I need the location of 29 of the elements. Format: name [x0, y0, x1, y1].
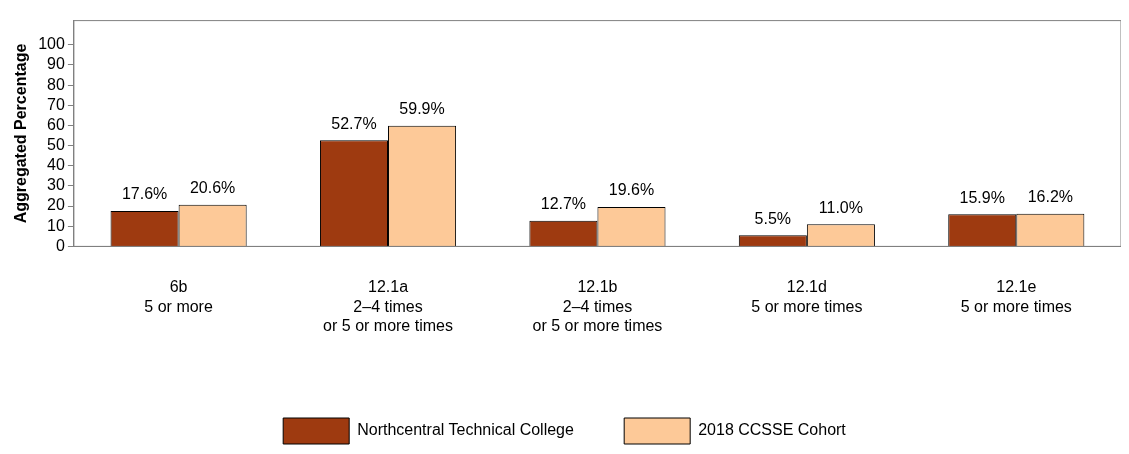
legend-label: 2018 CCSSE Cohort — [698, 421, 847, 439]
y-tick-label: 70 — [47, 95, 65, 113]
x-tick-label: 12.1b 2–4 times or 5 or more times — [532, 278, 663, 334]
y-tick-label: 40 — [47, 156, 65, 174]
data-label: 20.6% — [189, 179, 236, 197]
y-tick-label: 80 — [47, 75, 65, 93]
y-tick-label: 60 — [47, 115, 65, 133]
y-tick-label: 0 — [55, 236, 65, 254]
legend-label: Northcentral Technical College — [357, 421, 574, 439]
data-label: 15.9% — [959, 188, 1005, 206]
y-tick-label: 20 — [47, 196, 65, 214]
data-label: 17.6% — [121, 185, 168, 203]
data-label: 12.7% — [540, 195, 587, 213]
data-label: 5.5% — [754, 209, 792, 227]
y-tick-label: 90 — [47, 55, 65, 73]
data-label: 59.9% — [399, 100, 445, 118]
x-tick-label: 12.1d 5 or more times — [751, 278, 863, 315]
x-tick-label: 12.1e 5 or more times — [960, 278, 1072, 315]
data-label: 11.0% — [818, 198, 863, 216]
y-tick-label: 50 — [47, 136, 65, 153]
y-tick-label: 30 — [47, 176, 65, 194]
data-label: 19.6% — [608, 181, 655, 199]
x-tick-label: 6b 5 or more — [144, 278, 213, 315]
y-axis-title: Aggregated Percentage — [12, 43, 30, 224]
y-tick-label: 10 — [47, 216, 65, 234]
x-tick-label: 12.1a 2–4 times or 5 or more times — [323, 278, 453, 334]
y-tick-label: 100 — [38, 35, 65, 53]
data-label: 16.2% — [1027, 188, 1074, 206]
data-label: 52.7% — [331, 114, 377, 132]
